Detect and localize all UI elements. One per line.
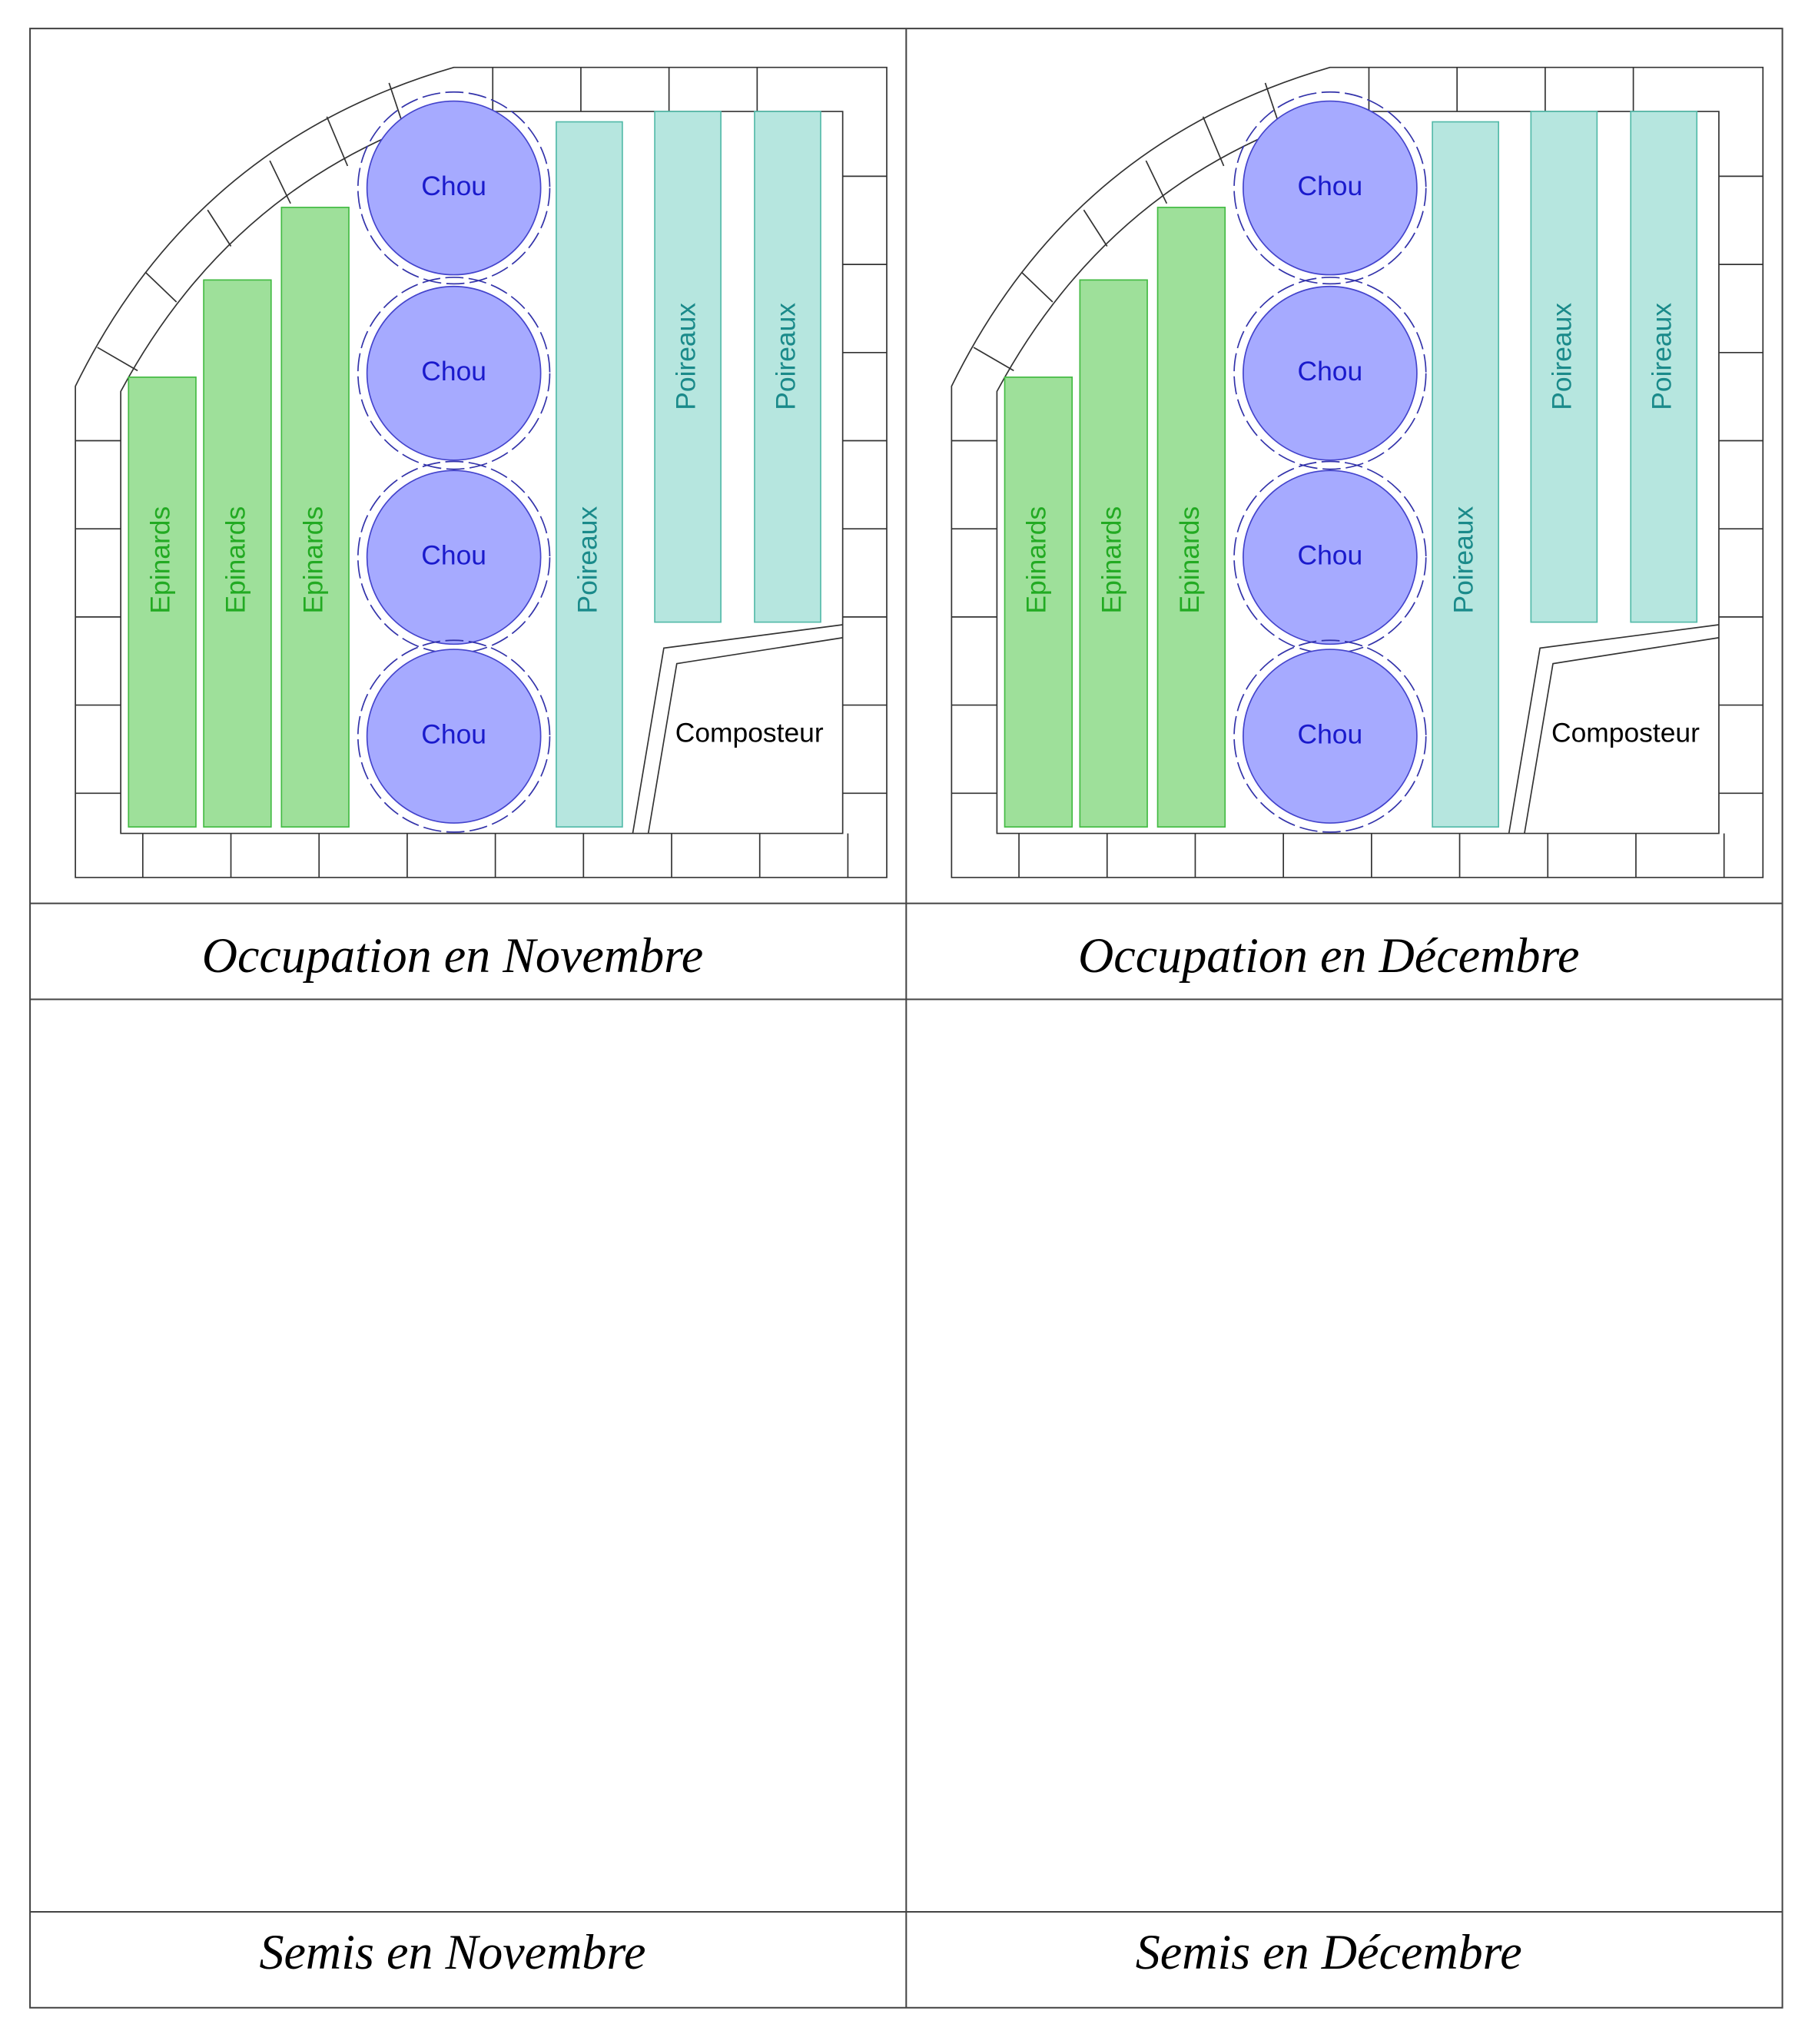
poireaux-bed — [1432, 121, 1499, 828]
tile-joint — [1202, 116, 1225, 167]
epinards-label: Epinards — [220, 506, 251, 614]
chou-label: Chou — [1298, 718, 1363, 749]
poireaux-label: Poireaux — [770, 303, 801, 410]
composteur-wall — [632, 624, 843, 834]
epinards-label: Epinards — [144, 506, 175, 614]
chou-leaves — [357, 277, 551, 470]
chou-label: Chou — [1298, 171, 1363, 201]
epinards-label: Epinards — [1097, 506, 1127, 614]
poireaux-label: Poireaux — [670, 303, 701, 410]
poireaux-bed — [1630, 111, 1698, 623]
chou-plant — [366, 285, 542, 461]
composteur-wall — [1524, 637, 1720, 834]
poireaux-label: Poireaux — [572, 506, 602, 614]
chou-leaves — [357, 91, 551, 285]
epinards-label: Epinards — [298, 506, 329, 614]
epinards-bed — [128, 377, 197, 828]
tile-joint — [207, 209, 232, 247]
epinards-bed — [1156, 207, 1226, 828]
epinards-bed — [203, 279, 272, 828]
outer-wall — [951, 66, 1764, 878]
chou-label: Chou — [1298, 540, 1363, 571]
poireaux-label: Poireaux — [1647, 303, 1677, 410]
poireaux-label: Poireaux — [1448, 506, 1479, 614]
poireaux-bed — [556, 121, 623, 828]
panel-title: Occupation en Novembre — [202, 928, 703, 983]
composteur-wall — [647, 637, 843, 834]
composteur-label: Composteur — [675, 718, 824, 748]
outer-wall — [75, 66, 888, 878]
chou-plant — [1243, 649, 1418, 824]
tile-joint — [144, 271, 178, 303]
composteur-label: Composteur — [1551, 718, 1700, 748]
tile-joint — [973, 347, 1014, 372]
chou-plant — [1243, 285, 1418, 461]
epinards-bed — [1004, 377, 1073, 828]
poireaux-bed — [654, 111, 722, 623]
poireaux-label: Poireaux — [1547, 303, 1578, 410]
chou-label: Chou — [421, 540, 486, 571]
tile-joint — [1083, 209, 1108, 247]
chou-label: Chou — [421, 171, 486, 201]
chou-plant — [1243, 100, 1418, 276]
chou-plant — [366, 649, 542, 824]
panel-title: Semis en Décembre — [1136, 1925, 1522, 1979]
chou-label: Chou — [421, 356, 486, 387]
chou-leaves — [1233, 277, 1427, 470]
tile-joint — [1145, 160, 1168, 204]
epinards-label: Epinards — [1174, 506, 1205, 614]
poireaux-bed — [754, 111, 821, 623]
chou-leaves — [357, 639, 551, 833]
tile-joint — [1020, 271, 1053, 303]
tile-joint — [97, 347, 138, 372]
chou-leaves — [1233, 639, 1427, 833]
tile-joint — [269, 160, 291, 204]
chou-label: Chou — [1298, 356, 1363, 387]
panel-title: Semis en Novembre — [259, 1925, 645, 1979]
epinards-label: Epinards — [1021, 506, 1052, 614]
chou-plant — [366, 470, 542, 645]
composteur-wall — [1508, 624, 1720, 834]
garden-plan: Epinards Epinards Epinards Chou Chou Chou Chou… — [75, 66, 888, 878]
chou-leaves — [1233, 91, 1427, 285]
chou-label: Chou — [421, 718, 486, 749]
epinards-bed — [1079, 279, 1148, 828]
chou-plant — [1243, 470, 1418, 645]
panel-title: Occupation en Décembre — [1078, 928, 1579, 983]
chou-plant — [366, 100, 542, 276]
tile-joint — [326, 116, 349, 167]
frame — [29, 28, 1783, 2009]
epinards-bed — [280, 207, 350, 828]
garden-plan: Epinards Epinards Epinards Chou Chou Chou Chou… — [951, 66, 1764, 878]
poireaux-bed — [1530, 111, 1598, 623]
